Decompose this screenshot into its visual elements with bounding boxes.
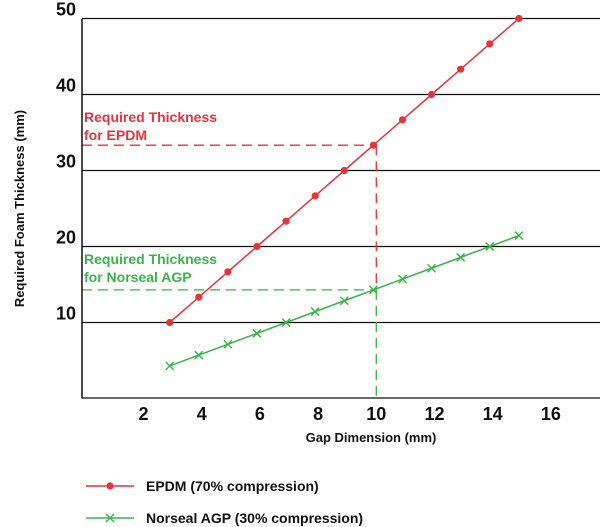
data-point bbox=[486, 40, 494, 48]
annotations: Required Thickness for EPDM Required Thi… bbox=[84, 109, 217, 285]
data-point bbox=[340, 166, 348, 175]
data-point bbox=[427, 90, 436, 99]
data-point bbox=[166, 318, 174, 327]
data-point bbox=[485, 241, 495, 252]
data-point bbox=[339, 296, 349, 306]
data-point bbox=[252, 328, 262, 338]
y-tick-labels: 10 20 30 40 50 bbox=[56, 0, 76, 324]
data-point bbox=[195, 293, 203, 301]
data-point bbox=[397, 274, 408, 284]
annotation-norseal-line1: Required Thickness bbox=[84, 251, 217, 267]
x-tick-label: 8 bbox=[313, 404, 323, 424]
series-1 bbox=[166, 14, 523, 327]
legend-marker bbox=[105, 513, 115, 523]
x-axis-label: Gap Dimension (mm) bbox=[306, 430, 437, 445]
y-tick-label: 50 bbox=[56, 0, 76, 20]
annotation-norseal-line2: for Norseal AGP bbox=[84, 269, 192, 285]
x-tick-label: 14 bbox=[483, 404, 503, 424]
annotation-epdm-line2: for EPDM bbox=[84, 127, 147, 143]
annotation-epdm-line1: Required Thickness bbox=[84, 109, 217, 125]
data-point bbox=[310, 307, 320, 317]
series-2 bbox=[165, 231, 524, 371]
data-point bbox=[427, 263, 437, 273]
gridlines bbox=[82, 17, 600, 399]
data-point bbox=[253, 242, 261, 251]
y-tick-label: 40 bbox=[56, 76, 76, 96]
x-tick-label: 16 bbox=[541, 404, 561, 424]
data-point bbox=[457, 65, 465, 73]
y-tick-label: 20 bbox=[56, 228, 76, 248]
data-point bbox=[223, 339, 233, 349]
data-point bbox=[281, 317, 291, 328]
x-tick-label: 12 bbox=[424, 404, 444, 424]
x-tick-label: 10 bbox=[366, 404, 386, 424]
legend-label-epdm: EPDM (70% compression) bbox=[146, 478, 319, 494]
reference-lines bbox=[82, 144, 377, 398]
data-point bbox=[456, 252, 466, 262]
series-group bbox=[165, 14, 524, 371]
y-tick-label: 10 bbox=[56, 304, 76, 324]
legend-symbol-epdm bbox=[86, 482, 134, 490]
data-point bbox=[514, 231, 524, 241]
legend-symbol-norseal bbox=[86, 513, 134, 523]
x-tick-label: 2 bbox=[138, 404, 148, 424]
x-tick-label: 4 bbox=[197, 404, 207, 424]
legend: EPDM (70% compression) Norseal AGP (30% … bbox=[86, 478, 363, 526]
data-point bbox=[194, 350, 204, 360]
data-point bbox=[165, 361, 175, 371]
data-point bbox=[224, 268, 232, 276]
data-point bbox=[282, 217, 290, 225]
legend-marker bbox=[106, 482, 114, 490]
data-point bbox=[311, 192, 319, 200]
data-point bbox=[368, 285, 378, 295]
y-tick-label: 30 bbox=[56, 152, 76, 172]
legend-label-norseal: Norseal AGP (30% compression) bbox=[146, 510, 363, 526]
data-point bbox=[398, 116, 407, 124]
data-point bbox=[515, 14, 523, 23]
data-point bbox=[369, 141, 377, 149]
x-tick-label: 6 bbox=[255, 404, 265, 424]
y-axis-label: Required Foam Thickness (mm) bbox=[12, 110, 27, 307]
x-tick-labels: 2 4 6 8 10 12 14 16 bbox=[138, 404, 560, 424]
